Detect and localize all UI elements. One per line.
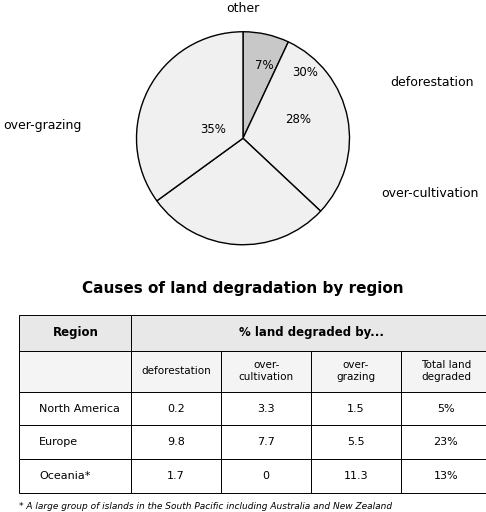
Text: 5%: 5% [437,403,455,414]
Text: over-grazing: over-grazing [3,119,81,132]
Text: 0: 0 [262,471,270,481]
Text: 1.7: 1.7 [167,471,185,481]
FancyBboxPatch shape [221,392,311,425]
FancyBboxPatch shape [131,425,221,459]
FancyBboxPatch shape [311,459,401,493]
Text: 7%: 7% [255,59,274,72]
Text: deforestation: deforestation [141,366,211,376]
Text: 30%: 30% [292,66,318,79]
FancyBboxPatch shape [131,392,221,425]
Text: 28%: 28% [285,113,312,125]
FancyBboxPatch shape [19,459,131,493]
FancyBboxPatch shape [221,351,311,392]
Text: deforestation: deforestation [390,76,473,90]
FancyBboxPatch shape [131,351,221,392]
Text: * A large group of islands in the South Pacific including Australia and New Zeal: * A large group of islands in the South … [19,502,393,511]
Text: 35%: 35% [200,123,226,136]
Text: 11.3: 11.3 [344,471,368,481]
Text: Europe: Europe [39,437,78,447]
Wedge shape [157,138,321,245]
FancyBboxPatch shape [131,459,221,493]
FancyBboxPatch shape [19,392,131,425]
Text: 23%: 23% [434,437,458,447]
Text: Causes of land degradation by region: Causes of land degradation by region [82,281,404,296]
Wedge shape [243,32,288,138]
Text: % land degraded by...: % land degraded by... [239,326,383,339]
FancyBboxPatch shape [311,351,401,392]
Wedge shape [137,32,243,201]
Text: 0.2: 0.2 [167,403,185,414]
Text: Oceania*: Oceania* [39,471,90,481]
Text: 1.5: 1.5 [347,403,365,414]
Text: over-
grazing: over- grazing [336,360,376,382]
Text: North America: North America [39,403,120,414]
FancyBboxPatch shape [221,459,311,493]
FancyBboxPatch shape [131,315,486,351]
FancyBboxPatch shape [311,392,401,425]
FancyBboxPatch shape [401,459,486,493]
FancyBboxPatch shape [311,425,401,459]
FancyBboxPatch shape [19,351,131,392]
Text: Region: Region [52,326,98,339]
Text: 13%: 13% [434,471,458,481]
Text: 9.8: 9.8 [167,437,185,447]
FancyBboxPatch shape [401,425,486,459]
Text: 7.7: 7.7 [257,437,275,447]
FancyBboxPatch shape [19,425,131,459]
Text: other: other [226,2,260,15]
FancyBboxPatch shape [19,315,131,351]
Wedge shape [243,42,349,211]
FancyBboxPatch shape [221,425,311,459]
FancyBboxPatch shape [401,351,486,392]
FancyBboxPatch shape [401,392,486,425]
Text: 5.5: 5.5 [347,437,365,447]
Text: over-cultivation: over-cultivation [382,187,479,200]
Text: Total land
degraded: Total land degraded [421,360,471,382]
Text: 3.3: 3.3 [257,403,275,414]
Text: over-
cultivation: over- cultivation [239,360,294,382]
